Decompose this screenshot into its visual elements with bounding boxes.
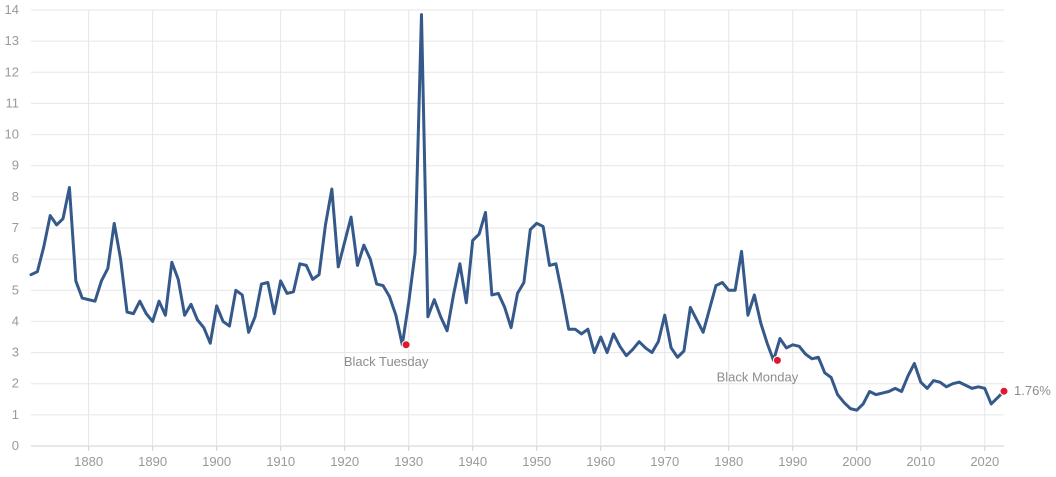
x-tick-label: 1890 (138, 454, 167, 469)
annotation-label: Black Monday (717, 369, 799, 384)
y-tick-label: 5 (12, 282, 19, 297)
y-tick-label: 1 (12, 407, 19, 422)
y-tick-label: 4 (12, 313, 19, 328)
x-tick-label: 2010 (906, 454, 935, 469)
x-tick-label: 2000 (842, 454, 871, 469)
x-tick-label: 1900 (202, 454, 231, 469)
x-tick-label: 1960 (586, 454, 615, 469)
x-tick-label: 1990 (778, 454, 807, 469)
x-tick-label: 1950 (522, 454, 551, 469)
annotation-marker (401, 340, 411, 350)
x-tick-label: 1930 (394, 454, 423, 469)
y-tick-label: 6 (12, 251, 19, 266)
end-value-label: 1.76% (1014, 383, 1051, 398)
y-tick-label: 0 (12, 438, 19, 453)
y-tick-label: 11 (6, 95, 20, 110)
x-tick-label: 1910 (266, 454, 295, 469)
x-tick-label: 1970 (650, 454, 679, 469)
y-tick-label: 13 (5, 33, 19, 48)
x-tick-label: 1880 (74, 454, 103, 469)
annotation-marker (772, 355, 782, 365)
x-tick-label: 1980 (714, 454, 743, 469)
grid-layer (31, 9, 1004, 447)
y-tick-label: 7 (12, 220, 19, 235)
y-tick-label: 2 (12, 376, 19, 391)
annotation-label: Black Tuesday (344, 354, 429, 369)
x-tick-label: 1920 (330, 454, 359, 469)
series-layer (29, 13, 1006, 412)
series-line (29, 13, 1006, 412)
y-tick-label: 12 (5, 64, 19, 79)
marker-layer: Black Tuesday Black Monday 1.76% (344, 340, 1051, 398)
end-point-marker (999, 386, 1009, 396)
x-tick-label: 1940 (458, 454, 487, 469)
y-tick-label: 9 (12, 158, 19, 173)
y-tick-label: 10 (5, 127, 19, 142)
y-tick-label: 3 (12, 345, 19, 360)
y-tick-label: 14 (5, 2, 19, 17)
y-tick-label: 8 (12, 189, 19, 204)
x-tick-label: 2020 (970, 454, 999, 469)
